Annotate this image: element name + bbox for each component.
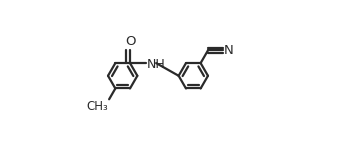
Text: O: O: [125, 35, 135, 48]
Text: CH₃: CH₃: [87, 100, 108, 113]
Text: N: N: [224, 44, 234, 57]
Text: NH: NH: [147, 58, 166, 71]
